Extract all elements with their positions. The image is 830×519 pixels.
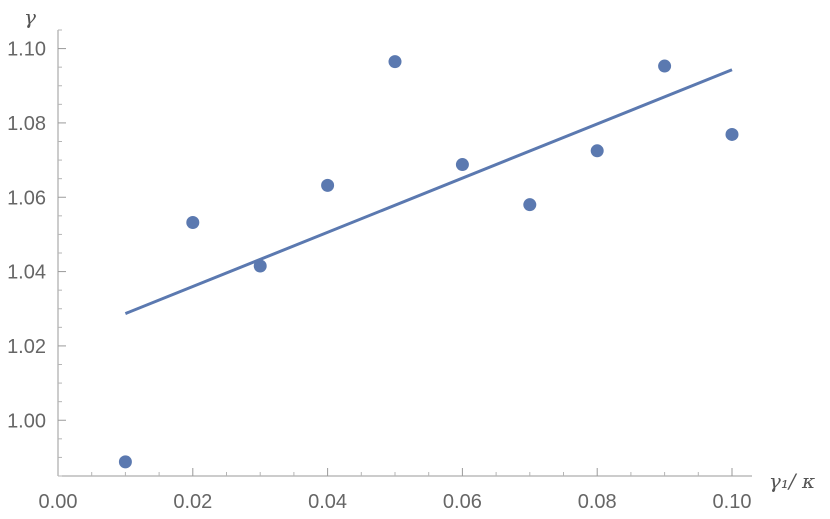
y-tick-label: 1.06	[7, 187, 46, 209]
fit-line	[124, 68, 733, 315]
x-axis-label: γ₁/ κ	[769, 469, 815, 493]
y-ticks: 1.00 1.02 1.04 1.06 1.08 1.10	[7, 29, 66, 477]
y-tick-label: 1.08	[7, 113, 46, 135]
y-axis-label: γ	[24, 5, 36, 29]
data-point	[186, 216, 200, 230]
data-point	[455, 158, 469, 172]
axes	[57, 30, 752, 477]
y-tick-label: 1.04	[7, 262, 46, 284]
data-point	[321, 178, 335, 192]
x-tick-label: 0.08	[578, 491, 617, 513]
y-tick-label: 1.00	[7, 410, 46, 432]
x-tick-label: 0.06	[443, 491, 482, 513]
data-point	[118, 455, 132, 469]
data-point	[658, 59, 672, 73]
y-tick-label: 1.10	[7, 39, 46, 61]
data-point	[523, 198, 537, 212]
data-point	[725, 127, 739, 141]
x-tick-label: 0.00	[39, 491, 78, 513]
data-point	[590, 144, 604, 158]
x-tick-label: 0.02	[173, 491, 212, 513]
x-ticks: 0.00 0.02 0.04 0.06 0.08 0.10	[39, 468, 752, 513]
data-point	[388, 55, 402, 69]
y-tick-label: 1.02	[7, 336, 46, 358]
x-tick-label: 0.04	[308, 491, 347, 513]
x-tick-label: 0.10	[713, 491, 752, 513]
data-point	[253, 259, 267, 273]
series-layer	[118, 55, 739, 469]
